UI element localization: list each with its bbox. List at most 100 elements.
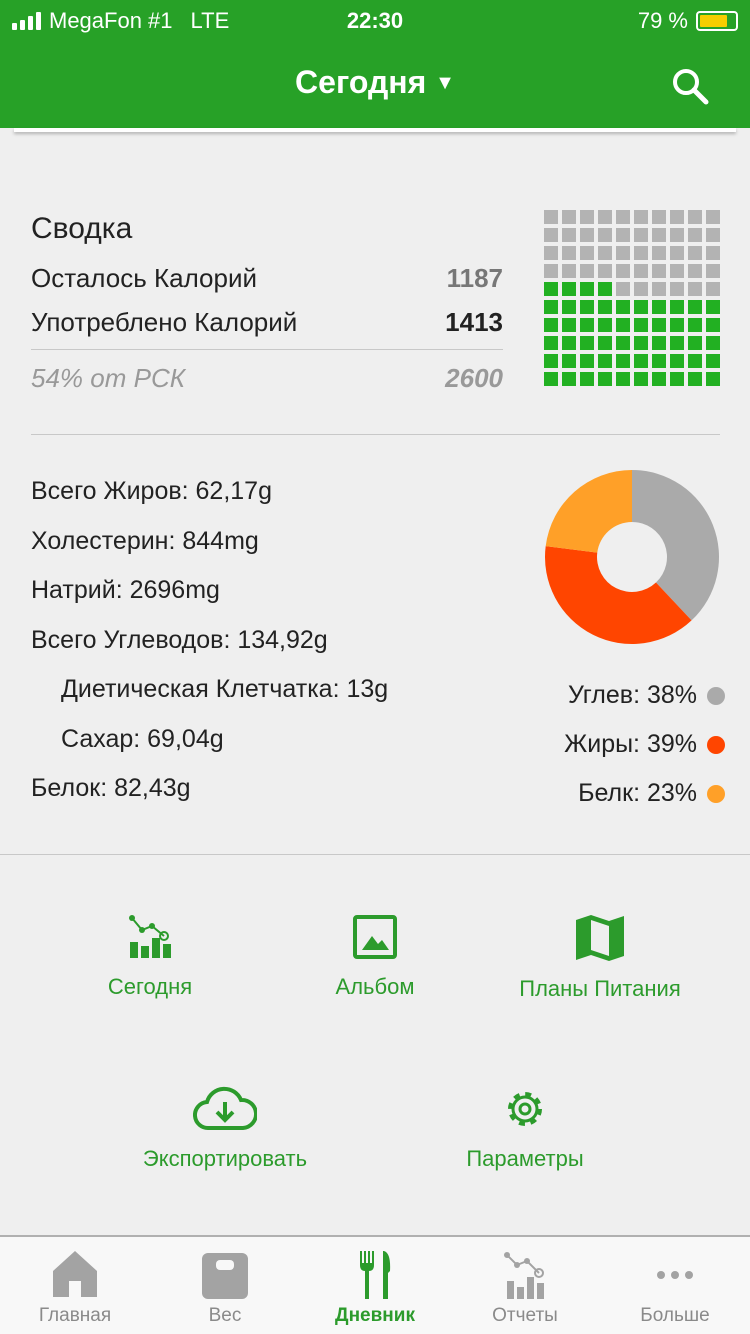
- carrier: MegaFon #1: [49, 8, 173, 33]
- goal-row: 54% от РСК 2600: [31, 363, 503, 394]
- tab-label: Главная: [38, 1305, 112, 1326]
- waffle-cell-empty: [580, 264, 594, 278]
- waffle-cell-empty: [670, 246, 684, 260]
- waffle-cell-filled: [544, 300, 558, 314]
- waffle-cell-filled: [688, 318, 702, 332]
- waffle-cell-empty: [544, 210, 558, 224]
- waffle-cell-empty: [688, 210, 702, 224]
- action-meal-plans[interactable]: Планы Питания: [480, 914, 720, 1002]
- waffle-cell-empty: [634, 228, 648, 242]
- waffle-cell-empty: [562, 264, 576, 278]
- summary-title: Сводка: [31, 212, 133, 245]
- waffle-cell-empty: [562, 246, 576, 260]
- action-settings[interactable]: Параметры: [405, 1086, 645, 1172]
- waffle-cell-empty: [562, 228, 576, 242]
- waffle-cell-empty: [616, 210, 630, 224]
- network: LTE: [190, 8, 230, 33]
- action-album[interactable]: Альбом: [255, 914, 495, 1000]
- search-icon[interactable]: [670, 66, 710, 106]
- waffle-cell-filled: [544, 318, 558, 332]
- legend-dot: [707, 735, 725, 754]
- waffle-cell-filled: [706, 372, 720, 386]
- waffle-cell-empty: [634, 264, 648, 278]
- waffle-cell-filled: [670, 372, 684, 386]
- status-bar: MegaFon #1 LTE 22:30 79 %: [0, 8, 750, 38]
- waffle-cell-filled: [706, 318, 720, 332]
- waffle-cell-filled: [706, 354, 720, 368]
- waffle-cell-empty: [688, 228, 702, 242]
- waffle-cell-filled: [580, 318, 594, 332]
- page-title: Сегодня: [295, 64, 427, 100]
- waffle-cell-filled: [652, 354, 666, 368]
- waffle-cell-empty: [616, 264, 630, 278]
- waffle-cell-empty: [544, 228, 558, 242]
- legend-label: Жиры: 39%: [564, 730, 697, 758]
- donut-slice: [545, 470, 632, 553]
- cloud-download-icon: [193, 1086, 257, 1131]
- waffle-cell-empty: [616, 228, 630, 242]
- battery-percent: 79 %: [637, 8, 688, 33]
- waffle-cell-empty: [652, 210, 666, 224]
- donut-slice: [632, 470, 719, 621]
- waffle-cell-empty: [634, 246, 648, 260]
- waffle-cell-filled: [544, 372, 558, 386]
- legend-item: Белк: 23%: [578, 779, 725, 808]
- consumed-row: Употреблено Калорий 1413: [31, 307, 503, 338]
- action-label: Сегодня: [107, 974, 193, 999]
- chart-icon: [129, 915, 171, 958]
- nutrient-item: Всего Жиров: 62,17g: [31, 477, 272, 505]
- action-export[interactable]: Экспортировать: [105, 1086, 345, 1172]
- caret-down-icon: ▼: [435, 72, 455, 94]
- waffle-cell-empty: [688, 264, 702, 278]
- tab-reports[interactable]: Отчеты: [450, 1237, 600, 1334]
- waffle-cell-filled: [634, 354, 648, 368]
- waffle-cell-empty: [598, 228, 612, 242]
- waffle-cell-filled: [616, 354, 630, 368]
- waffle-cell-filled: [652, 372, 666, 386]
- action-today[interactable]: Сегодня: [30, 914, 270, 1000]
- waffle-cell-empty: [616, 282, 630, 296]
- chart-icon: [504, 1252, 544, 1299]
- legend-label: Белк: 23%: [578, 779, 697, 807]
- waffle-cell-empty: [670, 210, 684, 224]
- more-icon: [657, 1271, 693, 1279]
- waffle-cell-empty: [580, 210, 594, 224]
- waffle-cell-empty: [598, 264, 612, 278]
- waffle-cell-filled: [616, 372, 630, 386]
- waffle-cell-empty: [598, 246, 612, 260]
- waffle-cell-filled: [598, 336, 612, 350]
- tab-label: Отчеты: [492, 1305, 558, 1326]
- tab-home[interactable]: Главная: [0, 1237, 150, 1334]
- tab-label: Дневник: [335, 1305, 415, 1326]
- waffle-cell-filled: [706, 336, 720, 350]
- waffle-cell-filled: [562, 372, 576, 386]
- legend-dot: [707, 784, 725, 803]
- waffle-cell-filled: [598, 282, 612, 296]
- tab-more[interactable]: Больше: [600, 1237, 750, 1334]
- nutrient-item: Сахар: 69,04g: [61, 724, 224, 753]
- tab-label: Больше: [640, 1305, 710, 1326]
- waffle-cell-empty: [670, 264, 684, 278]
- percent-label: 54% от РСК: [31, 363, 186, 393]
- divider: [31, 349, 503, 350]
- waffle-cell-filled: [580, 282, 594, 296]
- nutrient-item: Белок: 82,43g: [31, 774, 191, 802]
- tab-weight[interactable]: Вес: [150, 1237, 300, 1334]
- fork-knife-icon: [360, 1251, 391, 1299]
- waffle-cell-filled: [652, 300, 666, 314]
- waffle-cell-empty: [580, 246, 594, 260]
- macro-donut-chart: [545, 470, 719, 644]
- remaining-value: 1187: [446, 263, 503, 293]
- legend-dot: [707, 686, 725, 705]
- waffle-cell-filled: [616, 300, 630, 314]
- date-selector[interactable]: Сегодня ▼: [0, 64, 750, 101]
- tab-diary[interactable]: Дневник: [300, 1237, 450, 1334]
- action-label: Планы Питания: [519, 976, 681, 1001]
- action-label: Параметры: [466, 1146, 584, 1171]
- waffle-cell-filled: [562, 318, 576, 332]
- waffle-cell-filled: [580, 354, 594, 368]
- waffle-cell-filled: [652, 318, 666, 332]
- waffle-cell-filled: [616, 318, 630, 332]
- waffle-cell-filled: [670, 318, 684, 332]
- waffle-cell-filled: [688, 336, 702, 350]
